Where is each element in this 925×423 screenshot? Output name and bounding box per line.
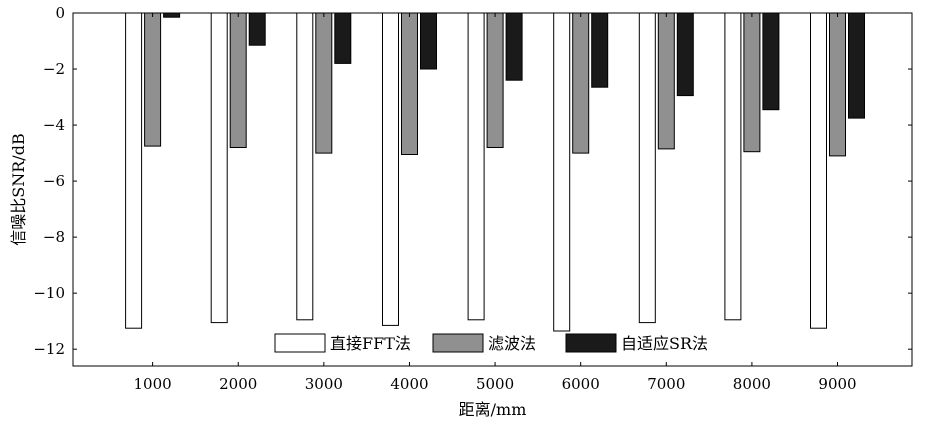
x-axis-label: 距离/mm [459, 400, 527, 419]
bars-layer [125, 12, 865, 332]
legend-swatch-2 [432, 333, 484, 353]
bar-3-2000 [248, 12, 266, 46]
bar-1-4000 [382, 12, 399, 326]
x-tick-label: 8000 [733, 375, 771, 393]
bar-2-2000 [229, 12, 247, 148]
legend-swatch-3 [565, 333, 617, 353]
bar-1-6000 [553, 12, 571, 332]
bar-1-8000 [724, 12, 742, 321]
legend-label-3: 自适应SR法 [621, 334, 708, 353]
bar-1-9000 [810, 12, 827, 329]
x-tick-label: 7000 [647, 375, 685, 393]
bar-2-4000 [401, 12, 418, 155]
y-tick-label: −4 [43, 116, 65, 134]
axis-ticks: 1000 2000 3000 4000 5000 6000 7000 8000 9000 0 −2 −… [33, 4, 912, 393]
bar-2-7000 [657, 12, 675, 150]
y-tick-label: −8 [43, 228, 65, 246]
bar-3-6000 [591, 12, 609, 88]
bar-3-4000 [420, 12, 437, 70]
x-tick-label: 4000 [390, 375, 428, 393]
bar-2-1000 [144, 12, 162, 147]
x-tick-label: 2000 [219, 375, 257, 393]
plot-frame [72, 12, 913, 367]
x-tick-label: 1000 [134, 375, 172, 393]
x-tick-label: 5000 [476, 375, 514, 393]
bar-2-6000 [572, 12, 590, 154]
y-tick-label: −10 [33, 284, 65, 302]
y-tick-label: −12 [33, 340, 65, 358]
bar-3-3000 [334, 12, 352, 64]
y-tick-label: 0 [55, 4, 65, 22]
bar-3-5000 [505, 12, 523, 81]
x-tick-label: 9000 [818, 375, 856, 393]
x-tick-label: 3000 [305, 375, 343, 393]
bar-1-1000 [125, 12, 143, 329]
bar-3-7000 [676, 12, 694, 97]
bar-2-8000 [743, 12, 761, 153]
bar-3-9000 [848, 12, 865, 119]
bar-2-9000 [829, 12, 846, 157]
y-tick-label: −6 [43, 172, 65, 190]
bar-2-3000 [315, 12, 333, 154]
bar-1-7000 [638, 12, 656, 324]
bar-3-1000 [163, 12, 181, 18]
legend-label-1: 直接FFT法 [330, 334, 411, 353]
bar-2-5000 [486, 12, 504, 148]
bar-1-5000 [467, 12, 485, 321]
bar-1-2000 [210, 12, 228, 324]
x-tick-label: 6000 [562, 375, 600, 393]
y-axis-label: 信噪比SNR/dB [9, 133, 28, 245]
bar-1-3000 [296, 12, 314, 321]
legend: 直接FFT法 滤波法 自适应SR法 [274, 333, 708, 353]
y-tick-label: −2 [43, 60, 65, 78]
bar-3-8000 [762, 12, 780, 111]
legend-swatch-1 [274, 333, 326, 353]
legend-label-2: 滤波法 [488, 334, 536, 353]
